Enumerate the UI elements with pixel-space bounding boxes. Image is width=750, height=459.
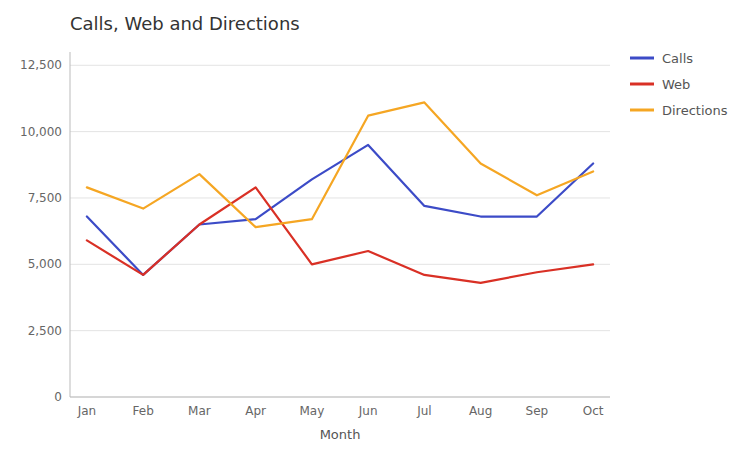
x-tick-label: Feb [133, 404, 154, 418]
legend-swatch [630, 109, 654, 112]
x-tick-label: Oct [583, 404, 604, 418]
x-tick-label: Mar [188, 404, 211, 418]
grid-line [70, 330, 610, 331]
x-tick-label: Jul [416, 404, 431, 418]
lines [87, 102, 593, 282]
legend-swatch [630, 57, 654, 60]
x-tick-label: Jan [77, 404, 97, 418]
series-line [87, 187, 593, 283]
y-axis: 0 2,500 5,000 7,500 10,000 12,500 [20, 58, 62, 404]
x-axis: Jan Feb Mar Apr May Jun Jul Aug Sep Oct [77, 404, 604, 418]
legend-label: Calls [662, 51, 693, 66]
series-line [87, 145, 593, 275]
y-tick-label: 2,500 [28, 324, 62, 338]
grid-line [70, 264, 610, 265]
chart: Calls, Web and Directions 0 2,500 5,000 7,50… [0, 0, 750, 459]
grid-line [70, 397, 610, 398]
chart-container: Calls, Web and Directions 0 2,500 5,000 7,50… [0, 0, 750, 459]
grid-line [70, 131, 610, 132]
grid [70, 65, 610, 397]
title: Calls, Web and Directions [70, 13, 300, 34]
y-tick-label: 7,500 [28, 191, 62, 205]
legend-label: Web [662, 77, 690, 92]
x-axis-label: Month [320, 427, 361, 442]
x-tick-label: Apr [245, 404, 266, 418]
y-axis-line [70, 52, 71, 397]
y-tick-label: 12,500 [20, 58, 62, 72]
x-tick-label: Aug [469, 404, 492, 418]
y-tick-label: 0 [54, 390, 62, 404]
legend: Calls Web Directions [630, 51, 728, 118]
x-axis-line [70, 397, 610, 398]
series-line [87, 102, 593, 227]
legend-label: Directions [662, 103, 728, 118]
x-tick-label: Jun [358, 404, 378, 418]
x-tick-label: Sep [526, 404, 549, 418]
x-tick-label: May [299, 404, 324, 418]
grid-line [70, 197, 610, 198]
legend-swatch [630, 83, 654, 86]
y-tick-label: 5,000 [28, 257, 62, 271]
grid-line [70, 65, 610, 66]
y-tick-label: 10,000 [20, 125, 62, 139]
